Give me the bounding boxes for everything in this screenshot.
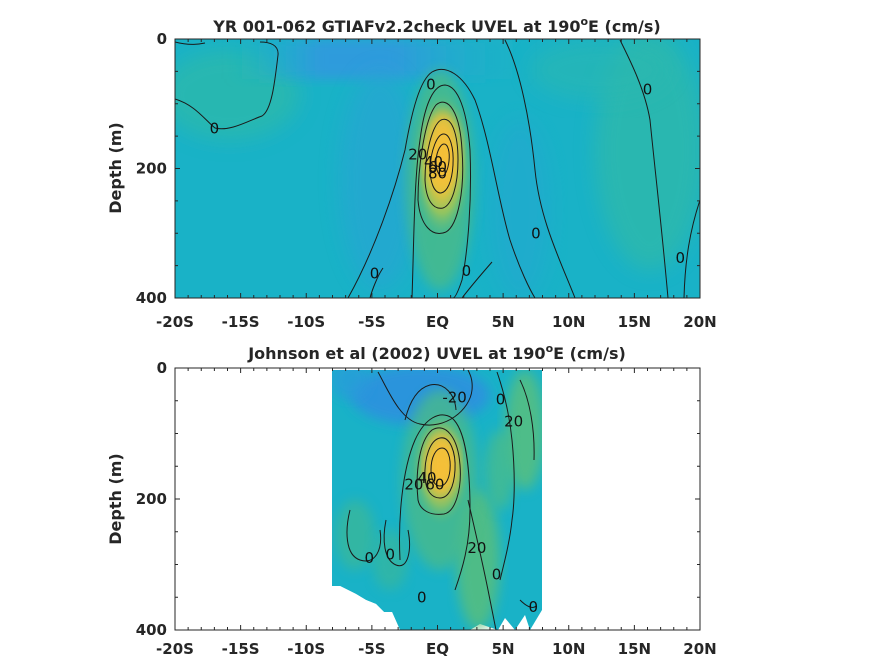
bottom-panel-title: Johnson et al (2002) UVEL at 190oE (cm/s… <box>247 342 626 363</box>
contour-label: 0 <box>462 262 472 280</box>
x-tick-label: -15S <box>222 640 260 656</box>
y-tick-label: 400 <box>136 289 167 307</box>
x-tick-label: 10N <box>552 313 585 331</box>
x-tick-label: 20N <box>683 313 716 331</box>
top-panel: YR 001-062 GTIAFv2.2check UVEL at 190oE … <box>106 15 717 331</box>
contour-label: 40 <box>424 153 443 171</box>
x-tick-label: -5S <box>358 640 385 656</box>
top-x-axis: -20S -15S -10S -5S EQ 5N 10N 15N 20N <box>156 39 717 331</box>
contour-label: 0 <box>496 390 506 408</box>
contour-label: 0 <box>492 565 502 583</box>
bottom-panel: Johnson et al (2002) UVEL at 190oE (cm/s… <box>106 342 717 656</box>
contour-label: 0 <box>370 264 380 282</box>
x-tick-label: -20S <box>156 640 194 656</box>
contour-label: 0 <box>643 81 653 99</box>
x-tick-label: 5N <box>492 313 515 331</box>
contour-label: 60 <box>425 476 444 494</box>
y-tick-label: 200 <box>136 490 167 508</box>
contour-label: 20 <box>504 413 523 431</box>
x-tick-label: 20N <box>683 640 716 656</box>
contour-label: 20 <box>408 145 427 163</box>
contour-label: 0 <box>417 588 427 606</box>
contour-label: 0 <box>531 224 541 242</box>
y-tick-label: 0 <box>157 359 167 377</box>
contour-label: 0 <box>385 546 395 564</box>
x-tick-label: -10S <box>287 313 325 331</box>
contour-label: 0 <box>364 549 374 567</box>
contour-label: 0 <box>426 75 436 93</box>
contour-label: 0 <box>676 249 686 267</box>
bottom-panel-field <box>332 370 542 630</box>
top-panel-title: YR 001-062 GTIAFv2.2check UVEL at 190oE … <box>212 15 660 36</box>
bottom-contours <box>346 370 537 630</box>
contour-label: 0 <box>210 119 220 137</box>
contour-label: 80 <box>428 165 447 183</box>
contour-label: 0 <box>529 598 539 616</box>
x-tick-label: EQ <box>426 640 449 656</box>
y-tick-label: 400 <box>136 621 167 639</box>
x-tick-label: EQ <box>426 313 449 331</box>
top-y-axis-label: Depth (m) <box>106 122 125 214</box>
x-tick-label: -10S <box>287 640 325 656</box>
contour-label: 20 <box>404 476 423 494</box>
x-tick-label: 15N <box>618 640 651 656</box>
y-tick-label: 0 <box>157 30 167 48</box>
x-tick-label: -15S <box>222 313 260 331</box>
contour-label: 40 <box>417 469 436 487</box>
x-tick-label: 10N <box>552 640 585 656</box>
contour-label: 60 <box>428 158 447 176</box>
x-tick-label: -5S <box>358 313 385 331</box>
contour-label: 20 <box>467 539 486 557</box>
contour-label: -20 <box>442 388 467 406</box>
x-tick-label: 5N <box>492 640 515 656</box>
top-panel-field <box>175 39 700 298</box>
y-tick-label: 200 <box>136 160 167 178</box>
x-tick-label: -20S <box>156 313 194 331</box>
bottom-y-axis-label: Depth (m) <box>106 453 125 545</box>
x-tick-label: 15N <box>618 313 651 331</box>
bottom-x-axis: -20S -15S -10S -5S EQ 5N 10N 15N 20N <box>156 368 717 656</box>
top-contours <box>175 39 700 298</box>
